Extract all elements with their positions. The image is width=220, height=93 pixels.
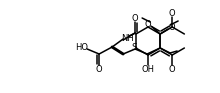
- Text: O: O: [96, 65, 103, 73]
- Text: O: O: [169, 65, 176, 73]
- Text: O: O: [169, 8, 176, 17]
- Text: O: O: [132, 13, 138, 23]
- Text: S: S: [131, 43, 137, 52]
- Text: O: O: [169, 23, 175, 32]
- Text: OH: OH: [141, 65, 154, 74]
- Text: HO: HO: [76, 43, 89, 52]
- Text: NH: NH: [121, 33, 134, 43]
- Text: O: O: [145, 20, 151, 28]
